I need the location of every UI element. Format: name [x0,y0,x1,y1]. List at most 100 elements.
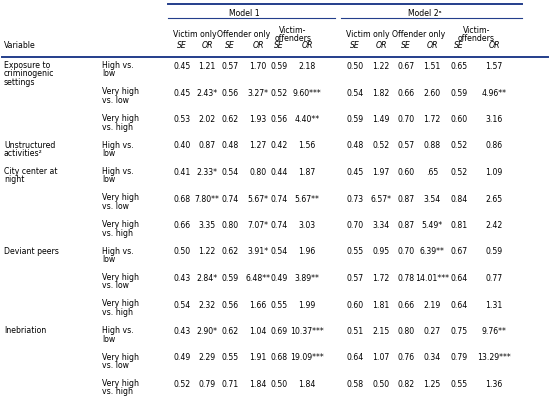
Text: 6.48**: 6.48** [245,274,271,283]
Text: 0.53: 0.53 [173,115,190,124]
Text: 4.40**: 4.40** [294,115,320,124]
Text: OR: OR [301,41,313,49]
Text: 2.65: 2.65 [486,194,503,203]
Text: 0.44: 0.44 [270,168,288,177]
Text: 1.87: 1.87 [298,168,316,177]
Text: 1.22: 1.22 [372,62,389,71]
Text: 0.75: 0.75 [450,327,468,336]
Text: 1.36: 1.36 [485,380,503,389]
Text: 3.16: 3.16 [485,115,503,124]
Text: vs. low: vs. low [102,96,129,105]
Text: 0.87: 0.87 [199,142,216,150]
Text: Very high: Very high [102,352,139,361]
Text: settings: settings [4,78,36,87]
Text: 0.45: 0.45 [173,89,191,97]
Text: criminogenic: criminogenic [4,69,54,79]
Text: Very high: Very high [102,379,139,388]
Text: 0.64: 0.64 [346,354,364,363]
Text: Very high: Very high [102,87,139,97]
Text: 2.19: 2.19 [424,300,441,310]
Text: SE: SE [401,41,411,49]
Text: 0.95: 0.95 [372,247,389,257]
Text: 0.54: 0.54 [173,300,191,310]
Text: 0.55: 0.55 [346,247,364,257]
Text: 0.60: 0.60 [450,115,468,124]
Text: Very high: Very high [102,300,139,308]
Text: 3.34: 3.34 [372,221,389,230]
Text: 0.43: 0.43 [173,327,191,336]
Text: 0.82: 0.82 [398,380,415,389]
Text: 0.60: 0.60 [398,168,415,177]
Text: 2.02: 2.02 [199,115,216,124]
Text: 2.90*: 2.90* [196,327,217,336]
Text: 0.52: 0.52 [372,142,389,150]
Text: Victim-: Victim- [463,26,490,35]
Text: 1.31: 1.31 [485,300,503,310]
Text: 0.49: 0.49 [271,274,288,283]
Text: 1.51: 1.51 [424,62,441,71]
Text: 1.82: 1.82 [372,89,389,97]
Text: 2.84*: 2.84* [196,274,218,283]
Text: 1.07: 1.07 [372,354,389,363]
Text: Unstructured: Unstructured [4,140,56,150]
Text: 1.57: 1.57 [485,62,503,71]
Text: 0.45: 0.45 [346,168,364,177]
Text: 0.66: 0.66 [398,300,415,310]
Text: 0.80: 0.80 [398,327,415,336]
Text: 0.67: 0.67 [450,247,468,257]
Text: OR: OR [375,41,387,49]
Text: 1.81: 1.81 [372,300,390,310]
Text: 6.57*: 6.57* [371,194,392,203]
Text: Very high: Very high [102,194,139,203]
Text: 3.54: 3.54 [424,194,441,203]
Text: 0.66: 0.66 [173,221,190,230]
Text: low: low [102,69,116,79]
Text: 0.54: 0.54 [271,247,288,257]
Text: 0.59: 0.59 [486,247,503,257]
Text: 0.74: 0.74 [221,194,239,203]
Text: 0.71: 0.71 [221,380,239,389]
Text: Victim-: Victim- [279,26,307,35]
Text: 3.03: 3.03 [299,221,316,230]
Text: 3.27*: 3.27* [248,89,268,97]
Text: Very high: Very high [102,220,139,229]
Text: 1.96: 1.96 [298,247,316,257]
Text: 2.33*: 2.33* [196,168,217,177]
Text: 0.64: 0.64 [450,300,468,310]
Text: vs. high: vs. high [102,308,133,317]
Text: 0.57: 0.57 [346,274,364,283]
Text: 0.48: 0.48 [221,142,239,150]
Text: 0.74: 0.74 [271,221,288,230]
Text: High vs.: High vs. [102,140,134,150]
Text: SE: SE [350,41,360,49]
Text: 1.09: 1.09 [485,168,503,177]
Text: 0.77: 0.77 [486,274,503,283]
Text: 1.84: 1.84 [298,380,316,389]
Text: 0.73: 0.73 [346,194,364,203]
Text: 0.52: 0.52 [173,380,190,389]
Text: OR: OR [426,41,438,49]
Text: 9.76**: 9.76** [482,327,507,336]
Text: 2.43*: 2.43* [196,89,218,97]
Text: vs. high: vs. high [102,387,133,397]
Text: 1.49: 1.49 [372,115,390,124]
Text: vs. high: vs. high [102,122,133,132]
Text: 0.68: 0.68 [271,354,288,363]
Text: vs. low: vs. low [102,282,129,290]
Text: 3.89**: 3.89** [295,274,320,283]
Text: 1.91: 1.91 [249,354,267,363]
Text: High vs.: High vs. [102,167,134,176]
Text: Victim only: Victim only [173,30,216,39]
Text: 0.80: 0.80 [222,221,239,230]
Text: SE: SE [454,41,464,49]
Text: 0.43: 0.43 [173,274,191,283]
Text: 5.67*: 5.67* [248,194,268,203]
Text: 3.35: 3.35 [199,221,216,230]
Text: .65: .65 [426,168,438,177]
Text: 0.74: 0.74 [271,194,288,203]
Text: 0.59: 0.59 [450,89,468,97]
Text: 0.88: 0.88 [424,142,441,150]
Text: 0.69: 0.69 [271,327,288,336]
Text: low: low [102,255,116,264]
Text: 0.81: 0.81 [450,221,468,230]
